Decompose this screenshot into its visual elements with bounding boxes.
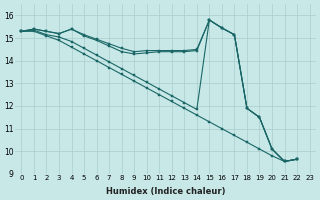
X-axis label: Humidex (Indice chaleur): Humidex (Indice chaleur) [106, 187, 225, 196]
